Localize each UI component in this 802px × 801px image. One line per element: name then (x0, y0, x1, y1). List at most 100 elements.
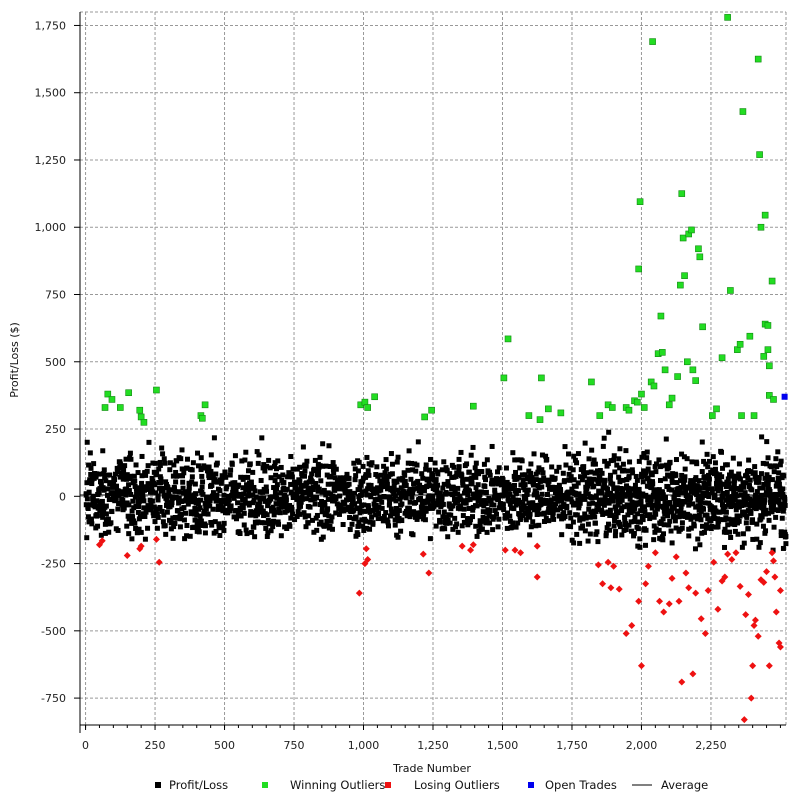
profit-loss-point (484, 529, 490, 535)
profit-loss-point (560, 470, 566, 476)
profit-loss-point (756, 475, 762, 481)
profit-loss-point (512, 457, 518, 463)
profit-loss-point (568, 496, 574, 502)
losing-outlier-point (660, 608, 668, 616)
profit-loss-point (458, 497, 464, 503)
profit-loss-point (620, 477, 626, 483)
profit-loss-point (103, 511, 109, 517)
profit-loss-point (665, 513, 671, 519)
profit-loss-point (520, 477, 526, 483)
profit-loss-point (170, 494, 176, 500)
profit-loss-point (703, 482, 709, 488)
profit-loss-point (205, 468, 211, 474)
profit-loss-point (409, 494, 415, 500)
winning-outlier-point (724, 14, 731, 21)
profit-loss-point (462, 519, 468, 525)
profit-loss-point (227, 508, 233, 514)
profit-loss-point (150, 460, 156, 466)
profit-loss-point (611, 453, 617, 459)
profit-loss-point (464, 515, 470, 521)
profit-loss-point (421, 500, 427, 506)
profit-loss-point (686, 526, 692, 532)
profit-loss-point (243, 527, 249, 533)
profit-loss-point (252, 488, 258, 494)
x-tick-label: 0 (82, 739, 89, 752)
profit-loss-point (181, 505, 187, 511)
profit-loss-point (765, 510, 771, 516)
profit-loss-point (255, 519, 261, 525)
profit-loss-point (130, 498, 136, 504)
profit-loss-point (178, 456, 184, 462)
legend-average-label: Average (661, 778, 708, 792)
profit-loss-point (770, 504, 776, 510)
profit-loss-point (455, 498, 461, 504)
profit-loss-point (614, 462, 620, 468)
profit-loss-point (246, 502, 252, 508)
profit-loss-point (155, 514, 161, 520)
profit-loss-point (310, 484, 316, 490)
profit-loss-point (344, 471, 350, 477)
profit-loss-point (148, 506, 154, 512)
profit-loss-point (444, 520, 450, 526)
profit-loss-point (543, 453, 549, 459)
profit-loss-point (492, 508, 498, 514)
profit-loss-point (607, 472, 613, 478)
profit-loss-point (631, 530, 637, 536)
profit-loss-point (487, 508, 493, 514)
profit-loss-point (556, 482, 562, 488)
profit-loss-point (638, 508, 644, 514)
profit-loss-point (715, 497, 721, 503)
profit-loss-point (87, 450, 93, 456)
profit-loss-point (258, 477, 264, 483)
profit-loss-point (537, 478, 543, 484)
profit-loss-point (260, 465, 266, 471)
profit-loss-point (730, 455, 736, 461)
profit-loss-point (200, 479, 206, 485)
profit-loss-point (177, 473, 183, 479)
profit-loss-point (253, 508, 259, 514)
profit-loss-point (314, 512, 320, 518)
profit-loss-point (297, 511, 303, 517)
profit-loss-point (242, 496, 248, 502)
profit-loss-point (469, 481, 475, 487)
profit-loss-point (383, 457, 389, 463)
profit-loss-point (672, 514, 678, 520)
profit-loss-point (493, 476, 499, 482)
profit-loss-point (235, 500, 241, 506)
profit-loss-point (571, 453, 577, 459)
profit-loss-point (101, 471, 107, 477)
profit-loss-point (189, 467, 195, 473)
profit-loss-point (642, 473, 648, 479)
profit-loss-point (515, 520, 521, 526)
profit-loss-point (597, 473, 603, 479)
profit-loss-point (365, 503, 371, 509)
profit-loss-point (664, 503, 670, 509)
profit-loss-point (94, 498, 100, 504)
winning-outlier-point (125, 389, 132, 397)
profit-loss-point (435, 482, 441, 488)
profit-loss-point (300, 489, 306, 495)
profit-loss-point (395, 454, 401, 460)
profit-loss-point (601, 481, 607, 487)
profit-loss-point (158, 480, 164, 486)
profit-loss-point (280, 472, 286, 478)
profit-loss-point (464, 461, 470, 467)
profit-loss-point (355, 532, 361, 538)
profit-loss-point (762, 511, 768, 517)
profit-loss-point (633, 487, 639, 493)
profit-loss-point (500, 477, 506, 483)
profit-loss-point (124, 472, 130, 478)
profit-loss-point (341, 475, 347, 481)
profit-loss-point (602, 458, 608, 464)
profit-loss-point (728, 534, 734, 540)
winning-outlier-point (504, 335, 512, 343)
profit-loss-point (240, 497, 246, 503)
profit-loss-point (202, 530, 208, 536)
profit-loss-point (112, 477, 118, 483)
profit-loss-point (779, 515, 785, 521)
profit-loss-point (331, 470, 337, 476)
profit-loss-point (88, 465, 94, 471)
profit-loss-point (92, 504, 98, 510)
profit-loss-point (745, 526, 751, 532)
profit-loss-point (558, 504, 564, 510)
